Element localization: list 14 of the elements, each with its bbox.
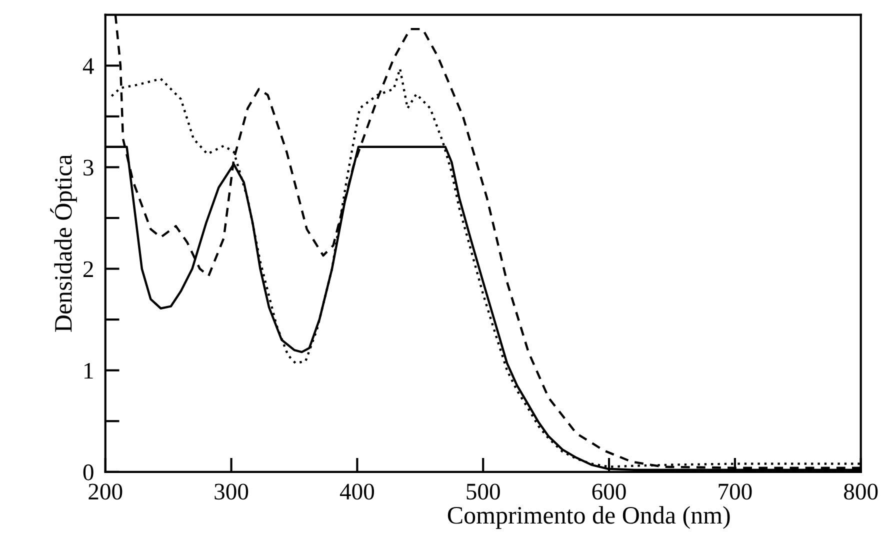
y-tick-label: 4 [82,58,94,74]
y-tick-label: 0 [83,464,94,480]
x-tick-label: 200 [88,484,122,500]
y-tick-label: 1 [84,362,93,379]
x-tick-label: 700 [718,484,752,500]
x-tick-label: 500 [466,484,500,500]
y-tick-label: 2 [83,261,93,277]
x-tick-label: 300 [214,484,248,500]
x-axis-title: Comprimento de Onda (nm) [448,506,730,529]
y-tick-label: 3 [84,160,94,176]
y-axis-title: Densidade Óptica [50,154,77,332]
x-tick-label: 600 [592,484,626,500]
x-tick-label: 400 [340,484,374,500]
x-tick-label: 800 [844,484,878,500]
